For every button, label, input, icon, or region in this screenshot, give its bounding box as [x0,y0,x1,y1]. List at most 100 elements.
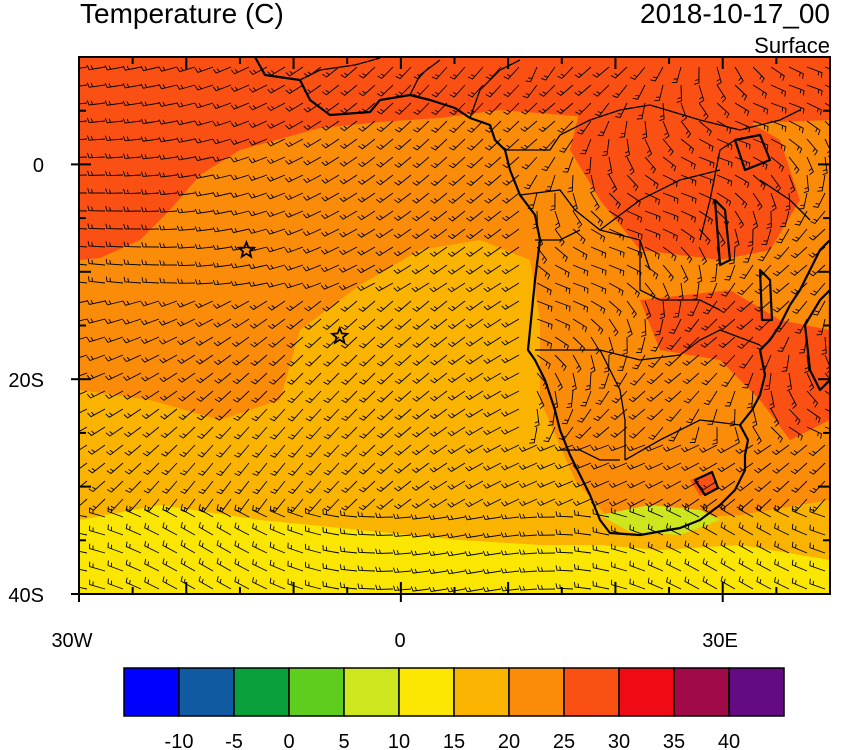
wind-barb [806,390,819,408]
wind-barb [448,174,466,187]
wind-barb [680,192,697,204]
wind-barb [216,522,232,536]
wind-barb [339,528,358,536]
lake-victoria [733,133,772,172]
wind-barb [87,258,106,266]
wind-barb [376,300,394,313]
temperature-field [79,57,830,594]
wind-barb [394,372,412,385]
wind-barb [484,174,502,186]
wind-barb [305,408,322,422]
wind-barb [626,462,646,470]
wind-barb [500,462,520,471]
wind-barb [412,300,430,312]
wind-barb [87,426,106,437]
wind-barb [466,138,484,151]
wind-barb [305,372,322,385]
wind-barb [590,354,596,374]
wind-barb [537,512,556,518]
wind-barb [268,354,286,367]
wind-barb [104,82,124,88]
wind-barb [104,336,124,343]
wind-barb [411,480,430,491]
wind-barb [376,174,394,186]
wind-barb [122,65,142,71]
wind-barb [376,156,394,168]
wind-barb [411,282,430,293]
wind-barb [500,568,520,574]
wind-barb [122,83,142,89]
wind-barb [482,532,502,538]
wind-barb [482,550,502,556]
wind-barb [774,577,790,590]
wind-barb [376,372,394,385]
wind-barb [536,390,545,410]
wind-barb [212,262,232,268]
wind-barb [302,264,322,272]
wind-barb [597,120,610,137]
wind-barb [198,576,214,590]
wind-barb [466,210,484,222]
wind-barb [467,120,484,133]
wind-barb [305,525,322,536]
wind-barb [249,300,268,311]
wind-barb [794,210,808,226]
wind-barb [248,138,268,146]
wind-barb [269,577,286,590]
wind-barb [287,506,304,518]
wind-barb [104,300,124,306]
wind-barb [143,480,160,494]
wind-barb [465,318,484,329]
wind-barb [141,241,160,248]
wind-barb [123,241,142,248]
wind-barb [501,390,520,399]
wind-barb [375,210,394,221]
wind-barb [270,444,286,458]
wind-barb [158,137,178,143]
wind-barb [194,84,214,91]
wind-barb [79,480,88,489]
wind-barb [266,210,286,218]
wind-barb [680,174,697,186]
wind-barb [252,541,268,554]
wind-barb [392,513,412,519]
wind-barb [447,282,466,293]
wind-barb [413,102,430,115]
wind-barb [790,264,808,276]
lat-label-40s: 40S [8,585,44,607]
wind-barb [286,318,304,330]
wind-barb [141,206,160,213]
wind-barb [176,225,196,231]
wind-barb [676,84,682,103]
wind-barb [287,372,304,385]
wind-barb [357,565,376,572]
wind-barb [624,138,630,158]
wind-barb [357,529,376,536]
wind-barb [339,174,358,185]
wind-barb [555,565,574,572]
wind-barb [734,210,745,229]
wind-barb [269,426,286,440]
wind-barb [411,498,430,509]
colorbar-swatch [343,667,400,717]
wind-barb [159,260,178,266]
wind-barb [124,426,142,438]
wind-barb [483,444,502,453]
wind-barb [554,300,571,312]
wind-barb [752,192,763,211]
wind-barb [537,566,556,572]
wind-barb [394,102,412,115]
wind-barb [629,578,646,590]
wind-barb [774,505,790,518]
wind-barb [284,264,304,271]
wind-barb [267,84,286,94]
wind-barb [697,264,703,284]
wind-barb [573,564,592,572]
wind-barb [738,576,754,590]
wind-barb [230,263,250,269]
wind-barb [159,224,178,231]
wind-barb [392,531,412,537]
wind-barb [162,576,178,590]
wind-barb [448,228,466,240]
wind-barb [428,568,448,574]
